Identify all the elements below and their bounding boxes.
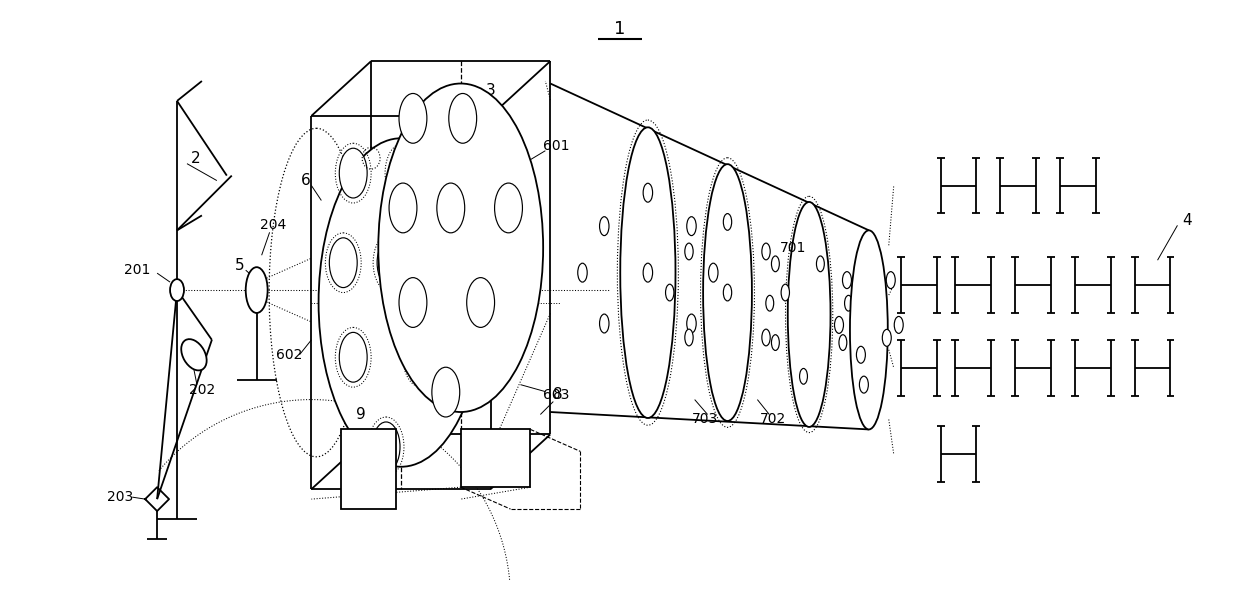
Text: 7: 7 xyxy=(620,233,630,248)
Ellipse shape xyxy=(449,93,476,143)
Ellipse shape xyxy=(684,243,693,260)
Ellipse shape xyxy=(835,316,843,334)
Ellipse shape xyxy=(407,332,435,382)
Ellipse shape xyxy=(378,84,543,412)
Text: 1: 1 xyxy=(614,20,626,38)
Text: 701: 701 xyxy=(780,241,806,255)
Ellipse shape xyxy=(170,279,184,301)
Ellipse shape xyxy=(181,339,207,370)
Ellipse shape xyxy=(644,183,652,202)
Ellipse shape xyxy=(849,230,888,430)
Ellipse shape xyxy=(246,267,268,313)
Ellipse shape xyxy=(684,329,693,346)
Ellipse shape xyxy=(600,217,609,236)
Ellipse shape xyxy=(495,183,522,233)
Ellipse shape xyxy=(781,284,790,301)
Ellipse shape xyxy=(857,346,866,363)
Ellipse shape xyxy=(330,238,357,288)
Ellipse shape xyxy=(432,367,460,417)
Ellipse shape xyxy=(687,314,696,333)
Ellipse shape xyxy=(687,217,696,236)
Text: 202: 202 xyxy=(188,382,215,397)
Ellipse shape xyxy=(708,263,718,282)
Text: 8: 8 xyxy=(553,387,563,402)
Ellipse shape xyxy=(389,148,417,198)
Bar xyxy=(341,430,396,509)
Text: 6: 6 xyxy=(300,173,310,188)
Text: 4: 4 xyxy=(1183,213,1192,228)
Ellipse shape xyxy=(466,277,495,327)
Ellipse shape xyxy=(666,284,673,301)
Ellipse shape xyxy=(771,256,779,272)
Ellipse shape xyxy=(436,183,465,233)
Text: 601: 601 xyxy=(543,139,569,153)
Ellipse shape xyxy=(766,295,774,311)
Ellipse shape xyxy=(723,214,732,230)
Text: 603: 603 xyxy=(543,387,569,401)
Ellipse shape xyxy=(894,316,903,334)
Text: 204: 204 xyxy=(260,218,286,232)
Ellipse shape xyxy=(399,93,427,143)
Text: 602: 602 xyxy=(277,348,303,362)
Ellipse shape xyxy=(883,329,892,346)
Ellipse shape xyxy=(600,314,609,333)
Text: 201: 201 xyxy=(124,263,150,277)
Ellipse shape xyxy=(839,335,847,351)
Text: 2: 2 xyxy=(191,151,201,166)
Ellipse shape xyxy=(389,183,417,233)
Ellipse shape xyxy=(319,138,484,467)
Ellipse shape xyxy=(435,238,463,288)
Ellipse shape xyxy=(703,164,751,421)
Ellipse shape xyxy=(844,295,852,311)
Ellipse shape xyxy=(372,422,401,472)
Ellipse shape xyxy=(787,202,831,427)
Text: 3: 3 xyxy=(486,84,496,98)
Ellipse shape xyxy=(800,368,807,384)
Text: 9: 9 xyxy=(356,407,366,422)
Ellipse shape xyxy=(859,376,868,393)
Ellipse shape xyxy=(620,127,676,418)
Ellipse shape xyxy=(377,238,405,288)
Ellipse shape xyxy=(399,277,427,327)
Ellipse shape xyxy=(340,148,367,198)
Text: 203: 203 xyxy=(107,490,134,504)
Text: 5: 5 xyxy=(234,258,244,273)
Ellipse shape xyxy=(771,335,779,351)
Text: 703: 703 xyxy=(692,412,718,426)
Ellipse shape xyxy=(723,284,732,301)
Text: 702: 702 xyxy=(760,412,786,426)
Ellipse shape xyxy=(761,329,770,346)
Ellipse shape xyxy=(887,272,895,288)
Ellipse shape xyxy=(644,263,652,282)
Ellipse shape xyxy=(340,332,367,382)
Ellipse shape xyxy=(761,243,770,260)
Ellipse shape xyxy=(842,272,852,288)
Ellipse shape xyxy=(816,256,825,272)
Ellipse shape xyxy=(578,263,588,282)
Bar xyxy=(461,430,531,487)
